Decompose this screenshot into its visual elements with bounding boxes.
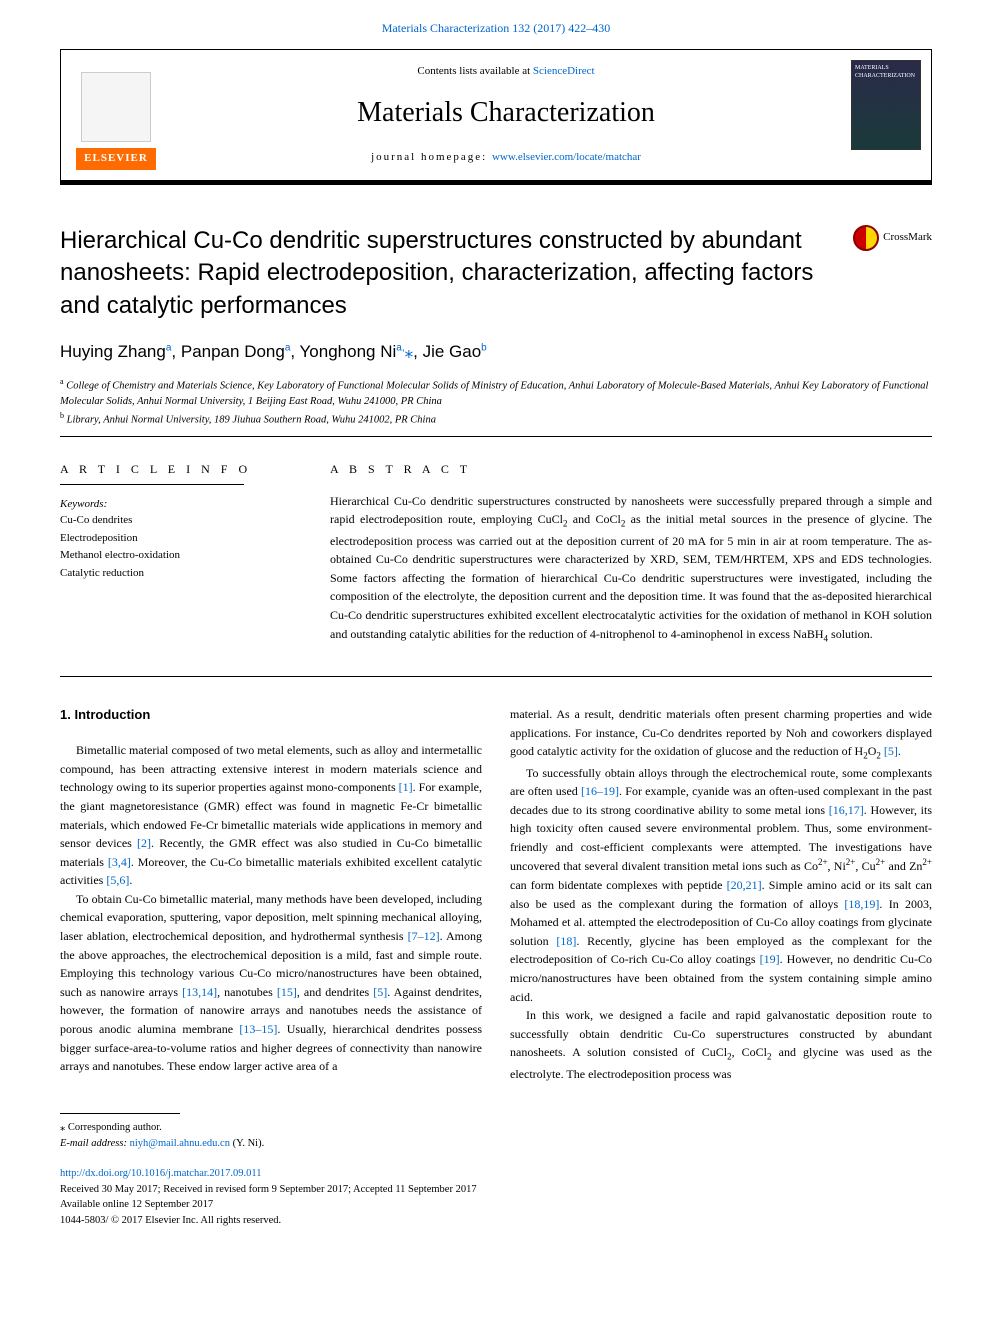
journal-cover-icon: MATERIALS CHARACTERIZATION: [851, 60, 921, 150]
corresponding-author: ⁎ Corresponding author.: [60, 1120, 932, 1136]
intro-paragraph: To obtain Cu-Co bimetallic material, man…: [60, 890, 482, 1076]
contents-line: Contents lists available at ScienceDirec…: [181, 64, 831, 79]
doi-link[interactable]: http://dx.doi.org/10.1016/j.matchar.2017…: [60, 1168, 262, 1179]
article-info-block: A R T I C L E I N F O Keywords: Cu-Co de…: [60, 461, 290, 646]
journal-cover-area: MATERIALS CHARACTERIZATION: [841, 50, 931, 180]
keyword: Electrodeposition: [60, 530, 290, 548]
homepage-prefix: journal homepage:: [371, 151, 492, 163]
intro-paragraph: In this work, we designed a facile and r…: [510, 1006, 932, 1083]
publisher-label: ELSEVIER: [76, 148, 156, 169]
top-issue-link: Materials Characterization 132 (2017) 42…: [0, 0, 992, 49]
footer-block: ⁎ Corresponding author. E-mail address: …: [60, 1113, 932, 1229]
info-divider: [60, 484, 244, 485]
section-heading-intro: 1. Introduction: [60, 705, 482, 725]
homepage-line: journal homepage: www.elsevier.com/locat…: [181, 150, 831, 165]
journal-header: ELSEVIER Contents lists available at Sci…: [60, 49, 932, 181]
sciencedirect-link[interactable]: ScienceDirect: [533, 65, 595, 77]
intro-paragraph: To successfully obtain alloys through th…: [510, 764, 932, 1007]
keyword: Catalytic reduction: [60, 565, 290, 583]
keywords-label: Keywords:: [60, 497, 290, 512]
article-info-heading: A R T I C L E I N F O: [60, 461, 290, 478]
header-bottom-bar: [60, 181, 932, 185]
abstract-block: A B S T R A C T Hierarchical Cu-Co dendr…: [330, 461, 932, 646]
email-line: E-mail address: niyh@mail.ahnu.edu.cn (Y…: [60, 1136, 932, 1152]
affiliation-b: b Library, Anhui Normal University, 189 …: [60, 410, 932, 428]
contents-prefix: Contents lists available at: [417, 65, 532, 77]
affiliations: a College of Chemistry and Materials Sci…: [60, 376, 932, 428]
left-column: 1. Introduction Bimetallic material comp…: [60, 705, 482, 1083]
keywords-list: Cu-Co dendrites Electrodeposition Methan…: [60, 512, 290, 582]
divider-before-body: [60, 676, 932, 677]
email-link[interactable]: niyh@mail.ahnu.edu.cn: [130, 1138, 230, 1149]
copyright-line: 1044-5803/ © 2017 Elsevier Inc. All righ…: [60, 1213, 932, 1229]
affiliation-a: a College of Chemistry and Materials Sci…: [60, 376, 932, 410]
homepage-link[interactable]: www.elsevier.com/locate/matchar: [492, 151, 641, 163]
crossmark-badge[interactable]: CrossMark: [853, 225, 932, 251]
keyword: Cu-Co dendrites: [60, 512, 290, 530]
crossmark-label: CrossMark: [883, 230, 932, 245]
intro-paragraph: Bimetallic material composed of two meta…: [60, 741, 482, 890]
abstract-text: Hierarchical Cu-Co dendritic superstruct…: [330, 492, 932, 646]
right-column: material. As a result, dendritic materia…: [510, 705, 932, 1083]
issue-link[interactable]: Materials Characterization 132 (2017) 42…: [382, 21, 611, 35]
elsevier-tree-icon: [81, 72, 151, 142]
divider-after-affiliations: [60, 436, 932, 437]
footer-divider: [60, 1113, 180, 1114]
online-line: Available online 12 September 2017: [60, 1197, 932, 1213]
header-center: Contents lists available at ScienceDirec…: [171, 50, 841, 180]
received-line: Received 30 May 2017; Received in revise…: [60, 1182, 932, 1198]
publisher-logo-area: ELSEVIER: [61, 50, 171, 180]
journal-name: Materials Characterization: [181, 93, 831, 132]
intro-paragraph: material. As a result, dendritic materia…: [510, 705, 932, 764]
keyword: Methanol electro-oxidation: [60, 547, 290, 565]
authors-line: Huying Zhanga, Panpan Donga, Yonghong Ni…: [60, 340, 932, 364]
crossmark-icon: [853, 225, 879, 251]
paper-title: Hierarchical Cu-Co dendritic superstruct…: [60, 225, 833, 322]
abstract-heading: A B S T R A C T: [330, 461, 932, 478]
body-columns: 1. Introduction Bimetallic material comp…: [60, 705, 932, 1083]
